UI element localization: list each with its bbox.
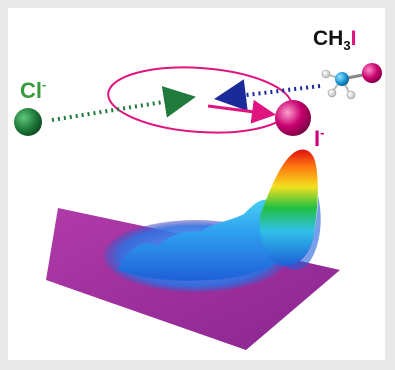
hydrogen-atom [346, 90, 356, 100]
carbon-atom [335, 72, 349, 86]
iodide-departure-arrow [207, 99, 276, 124]
methyl-iodide-approach-arrow [214, 79, 321, 111]
surface-ridge [118, 199, 290, 281]
chloride-sphere [14, 108, 42, 136]
methyl-iodide-label: CH3I [313, 27, 356, 53]
energy-surface [46, 149, 340, 350]
hydrogen-atom [321, 69, 331, 79]
surface-peak-shadow [284, 196, 321, 270]
iodine-atom [362, 63, 382, 83]
hydrogen-atom [327, 88, 337, 98]
methyl-iodide-molecule [321, 63, 382, 100]
iodide-label: I- [314, 125, 324, 151]
reaction-ellipse [107, 66, 293, 134]
chloride-label: Cl- [20, 77, 46, 103]
figure-panel: Cl- I- CH3I [8, 8, 385, 360]
chloride-approach-arrow [51, 86, 196, 122]
iodide-sphere [275, 100, 311, 136]
surface-peak [259, 149, 318, 266]
reaction-diagram: Cl- I- CH3I [14, 27, 382, 350]
